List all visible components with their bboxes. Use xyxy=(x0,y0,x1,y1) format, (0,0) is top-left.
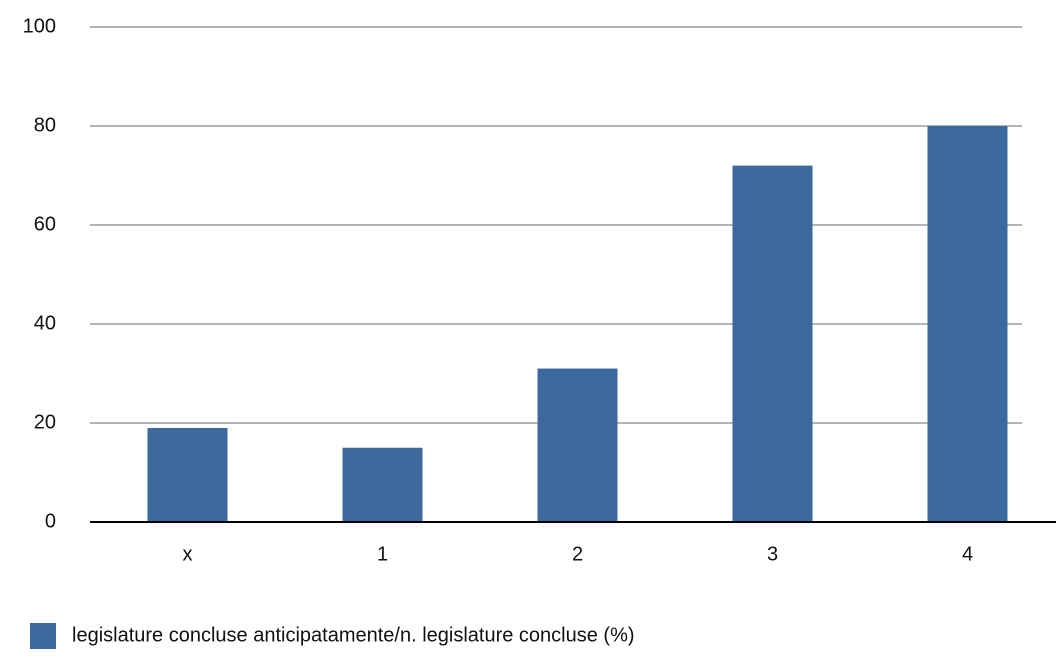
y-tick-label: 100 xyxy=(23,15,56,37)
x-tick-label: x xyxy=(183,543,193,565)
bar xyxy=(147,427,228,522)
x-tick-label: 1 xyxy=(377,543,388,565)
y-tick-label: 60 xyxy=(34,213,56,235)
y-tick-label: 80 xyxy=(34,114,56,136)
y-tick-label: 20 xyxy=(34,411,56,433)
legend-label: legislature concluse anticipatamente/n. … xyxy=(72,624,635,646)
bar xyxy=(342,447,423,522)
bar xyxy=(927,126,1008,522)
y-tick-label: 0 xyxy=(45,510,56,532)
x-tick-label: 3 xyxy=(767,543,778,565)
bar xyxy=(732,165,813,522)
legend-swatch xyxy=(30,623,56,649)
x-tick-label: 4 xyxy=(962,543,973,565)
bar xyxy=(537,368,618,522)
x-tick-label: 2 xyxy=(572,543,583,565)
y-tick-label: 40 xyxy=(34,312,56,334)
